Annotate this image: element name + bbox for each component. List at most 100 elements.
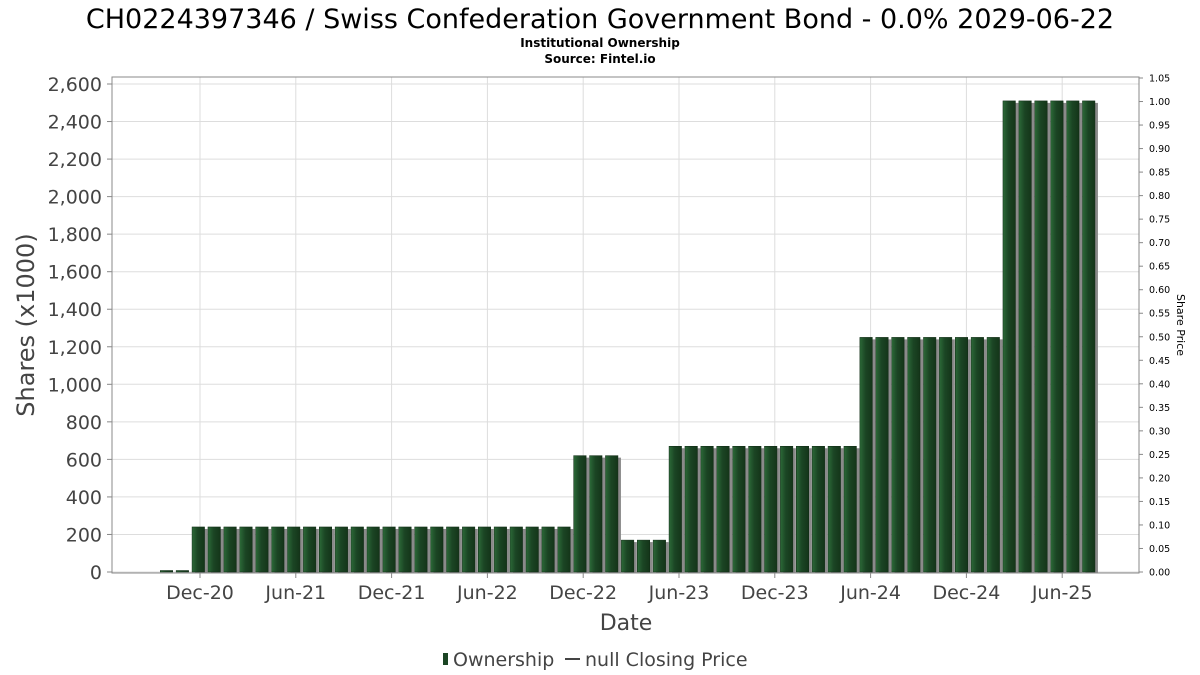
bar — [573, 455, 587, 573]
y-tick-label: 2,000 — [48, 187, 102, 209]
y-tick-label: 600 — [66, 449, 102, 471]
y2-tick-label: 0.45 — [1149, 356, 1170, 367]
y2-tick-label: 0.35 — [1149, 403, 1170, 414]
x-tick-label: Jun-22 — [456, 582, 518, 604]
y2-tick-label: 0.55 — [1149, 309, 1170, 320]
bar — [478, 526, 491, 573]
legend: Ownership null Closing Price — [443, 649, 748, 671]
right-axis-ticks: 0.00 0.05 0.10 0.15 0.20 0.25 0.30 0.35 0.40 0.45… — [1139, 74, 1170, 579]
x-tick-label: Dec-20 — [166, 582, 234, 604]
bar — [382, 526, 396, 573]
bar — [986, 337, 1000, 573]
bar — [430, 526, 444, 573]
y2-tick-label: 0.70 — [1149, 238, 1170, 249]
bar — [605, 455, 619, 573]
bar — [239, 526, 253, 573]
bar — [255, 526, 269, 573]
bar — [827, 445, 841, 573]
y-tick-label: 1,600 — [48, 262, 102, 284]
bar — [668, 445, 682, 573]
bar — [271, 526, 285, 573]
y2-tick-label: 0.50 — [1149, 332, 1170, 343]
y2-tick-label: 0.10 — [1149, 520, 1170, 531]
y2-tick-label: 1.00 — [1149, 97, 1170, 108]
y2-tick-label: 0.00 — [1149, 568, 1170, 579]
bar — [796, 445, 809, 573]
bar — [859, 337, 873, 573]
x-tick-label: Dec-23 — [741, 582, 809, 604]
bar — [414, 526, 428, 573]
bar — [621, 539, 635, 573]
bar — [191, 526, 205, 573]
left-axis-ticks: 0 200 400 600 800 1,000 1,200 1,400 1,600 1,800 2,… — [48, 74, 112, 584]
y-tick-label: 2,600 — [48, 74, 102, 96]
y2-tick-label: 0.30 — [1149, 426, 1170, 437]
y2-tick-label: 0.75 — [1149, 215, 1170, 226]
bar — [716, 445, 730, 573]
y-tick-label: 0 — [90, 562, 102, 584]
y2-tick-label: 0.95 — [1149, 121, 1170, 132]
y-axis-label: Shares (x1000) — [12, 233, 40, 416]
chart-title: CH0224397346 / Swiss Confederation Gover… — [86, 4, 1114, 35]
x-axis-label: Date — [600, 611, 653, 636]
y-tick-label: 1,400 — [48, 299, 102, 321]
x-tick-label: Dec-22 — [549, 582, 617, 604]
bar-series — [160, 100, 1098, 574]
bar — [175, 570, 189, 573]
legend-label-ownership: Ownership — [453, 649, 554, 671]
bar — [589, 455, 603, 573]
bar — [334, 526, 348, 573]
y2-tick-label: 0.85 — [1149, 168, 1170, 179]
bar — [637, 539, 650, 573]
plot-area-frame — [111, 76, 1140, 574]
y2-tick-label: 0.20 — [1149, 473, 1170, 484]
y2-tick-label: 0.60 — [1149, 285, 1170, 296]
bar — [366, 526, 380, 573]
bar — [207, 526, 221, 573]
bar — [891, 337, 905, 573]
x-tick-label: Jun-25 — [1031, 582, 1093, 604]
bar — [875, 337, 889, 573]
y2-tick-label: 0.15 — [1149, 497, 1170, 508]
y-tick-label: 2,200 — [48, 149, 102, 171]
bar — [764, 445, 778, 573]
y2-tick-label: 0.90 — [1149, 144, 1170, 155]
y-tick-label: 1,800 — [48, 224, 102, 246]
legend-label-closing-price: null Closing Price — [585, 649, 748, 671]
y2-tick-label: 0.65 — [1149, 262, 1170, 273]
y2-tick-label: 0.05 — [1149, 544, 1170, 555]
bar — [780, 445, 794, 573]
chart-subtitle-2: Source: Fintel.io — [544, 52, 655, 66]
chart-subtitle-1: Institutional Ownership — [520, 36, 680, 50]
bar — [557, 526, 571, 573]
y-tick-label: 400 — [66, 487, 102, 509]
y2-tick-label: 0.80 — [1149, 191, 1170, 202]
bar — [1018, 100, 1032, 573]
bar — [287, 526, 301, 573]
x-tick-label: Dec-21 — [358, 582, 426, 604]
y2-tick-label: 0.40 — [1149, 379, 1170, 390]
y2-tick-label: 0.25 — [1149, 450, 1170, 461]
bar — [509, 526, 523, 573]
bar — [398, 526, 412, 573]
bar — [907, 337, 921, 573]
bar — [525, 526, 539, 573]
bar — [843, 445, 857, 573]
bar — [160, 570, 173, 573]
bar — [541, 526, 555, 573]
bar — [811, 445, 825, 573]
x-axis-ticks: Dec-20 Jun-21 Dec-21 Jun-22 Dec-22 Jun-23 Dec-… — [166, 573, 1093, 604]
x-tick-label: Jun-23 — [648, 582, 710, 604]
x-tick-label: Jun-21 — [264, 582, 326, 604]
bar — [1066, 100, 1080, 573]
bar — [955, 337, 968, 573]
bar — [446, 526, 460, 573]
bar — [700, 445, 714, 573]
y-tick-label: 1,200 — [48, 337, 102, 359]
bar — [652, 539, 666, 573]
bar — [303, 526, 317, 573]
y2-axis-label: Share Price — [1174, 294, 1187, 356]
bar — [1034, 100, 1048, 573]
bar — [1002, 100, 1016, 573]
